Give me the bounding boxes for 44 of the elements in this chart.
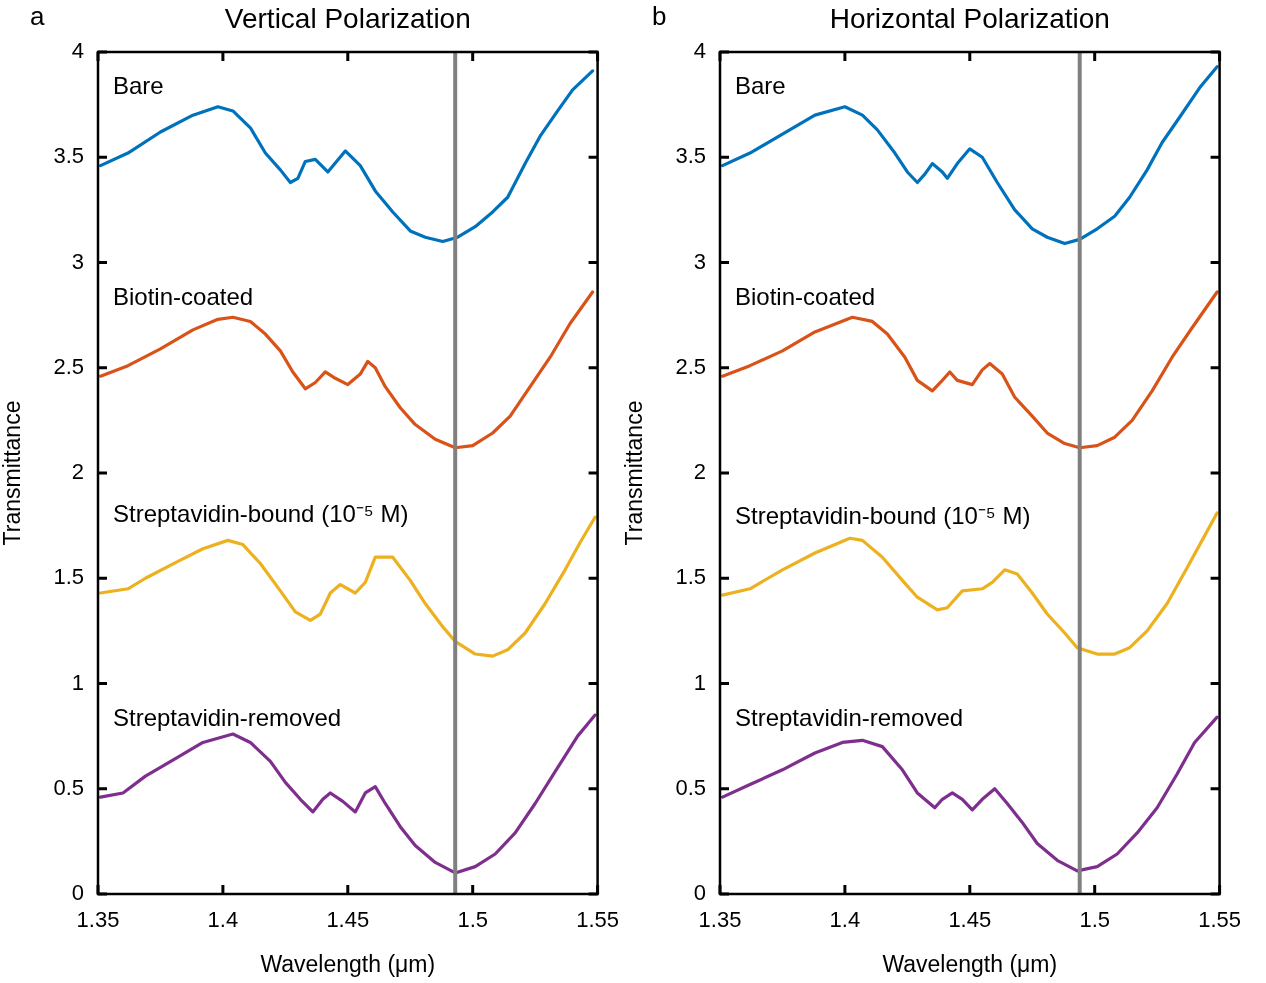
y-tick-label: 4	[693, 38, 706, 64]
y-axis-title: Transmittance	[621, 400, 648, 546]
x-tick-label: 1.55	[1198, 907, 1241, 933]
y-tick-label: 0	[693, 880, 706, 906]
y-tick-label: 3	[71, 248, 84, 274]
x-tick-label: 1.55	[576, 907, 619, 933]
text: a	[30, 1, 45, 32]
x-tick-label: 1.45	[326, 907, 370, 933]
y-tick-label: 4	[71, 38, 84, 64]
chart-title: Vertical Polarization	[224, 2, 471, 34]
y-tick-label: 0	[71, 880, 84, 906]
x-tick-label: 1.5	[457, 907, 488, 933]
x-tick-label: 1.5	[1079, 907, 1110, 933]
series-label: Biotin-coated	[735, 282, 876, 310]
y-tick-label: 1.5	[675, 564, 706, 590]
series-label: Streptavidin-bound (10⁻⁵ M)	[735, 501, 1031, 529]
series-label: Streptavidin-bound (10⁻⁵ M)	[113, 499, 409, 527]
x-tick-label: 1.4	[207, 907, 239, 933]
y-tick-label: 2	[693, 459, 706, 485]
y-tick-label: 1.5	[53, 564, 84, 590]
y-tick-label: 0.5	[53, 774, 84, 800]
y-tick-label: 1	[71, 669, 84, 695]
series-label: Bare	[113, 72, 164, 100]
y-tick-label: 2.5	[53, 353, 84, 379]
x-tick-label: 1.4	[829, 907, 861, 933]
y-tick-label: 2	[71, 459, 84, 485]
x-axis-title: Wavelength (μm)	[260, 950, 436, 977]
text: b	[652, 1, 667, 32]
series-label: Bare	[735, 72, 786, 100]
x-tick-label: 1.45	[948, 907, 992, 933]
x-tick-label: 1.35	[76, 907, 120, 933]
x-tick-label: 1.35	[698, 907, 742, 933]
y-tick-label: 3	[693, 248, 706, 274]
y-tick-label: 0.5	[675, 774, 706, 800]
y-tick-label: 3.5	[53, 143, 84, 169]
x-axis-title: Wavelength (μm)	[882, 950, 1058, 977]
y-axis-title: Transmittance	[0, 400, 26, 546]
series-label: Streptavidin-removed	[113, 703, 342, 731]
series-label: Biotin-coated	[113, 282, 254, 310]
y-tick-label: 3.5	[675, 143, 706, 169]
chart-title: Horizontal Polarization	[829, 2, 1110, 34]
series-label: Streptavidin-removed	[735, 703, 964, 731]
y-tick-label: 2.5	[675, 353, 706, 379]
y-tick-label: 1	[693, 669, 706, 695]
